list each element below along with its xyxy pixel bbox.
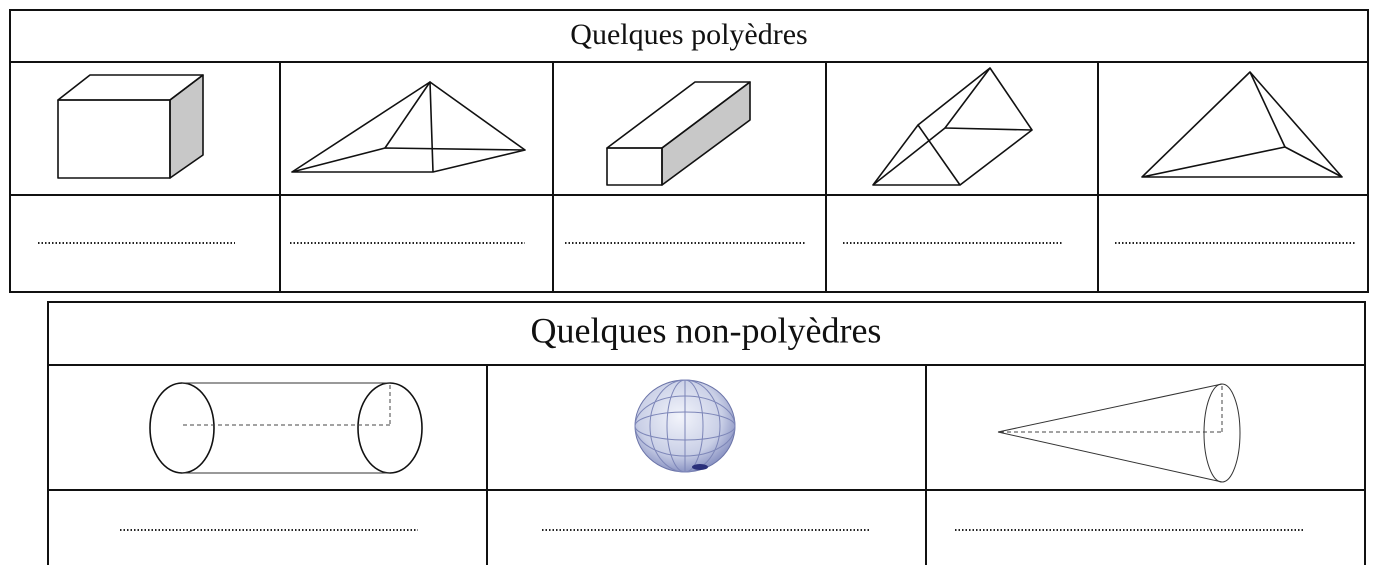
non-polyhedra-table: Quelques non-polyèdres	[47, 301, 1366, 565]
cube	[57, 74, 204, 179]
pyramid	[291, 81, 526, 173]
triangular-prism	[872, 67, 1033, 186]
table-border	[47, 301, 1366, 565]
polyhedra-table: Quelques polyèdres	[9, 9, 1369, 293]
sphere	[634, 379, 736, 473]
section-title: Quelques polyèdres	[570, 18, 807, 51]
tetrahedron	[1141, 71, 1343, 178]
cylinder	[149, 382, 423, 474]
section-title: Quelques non-polyèdres	[531, 310, 882, 350]
table-border	[9, 9, 1369, 293]
cone	[997, 383, 1241, 483]
cuboid	[606, 81, 751, 186]
